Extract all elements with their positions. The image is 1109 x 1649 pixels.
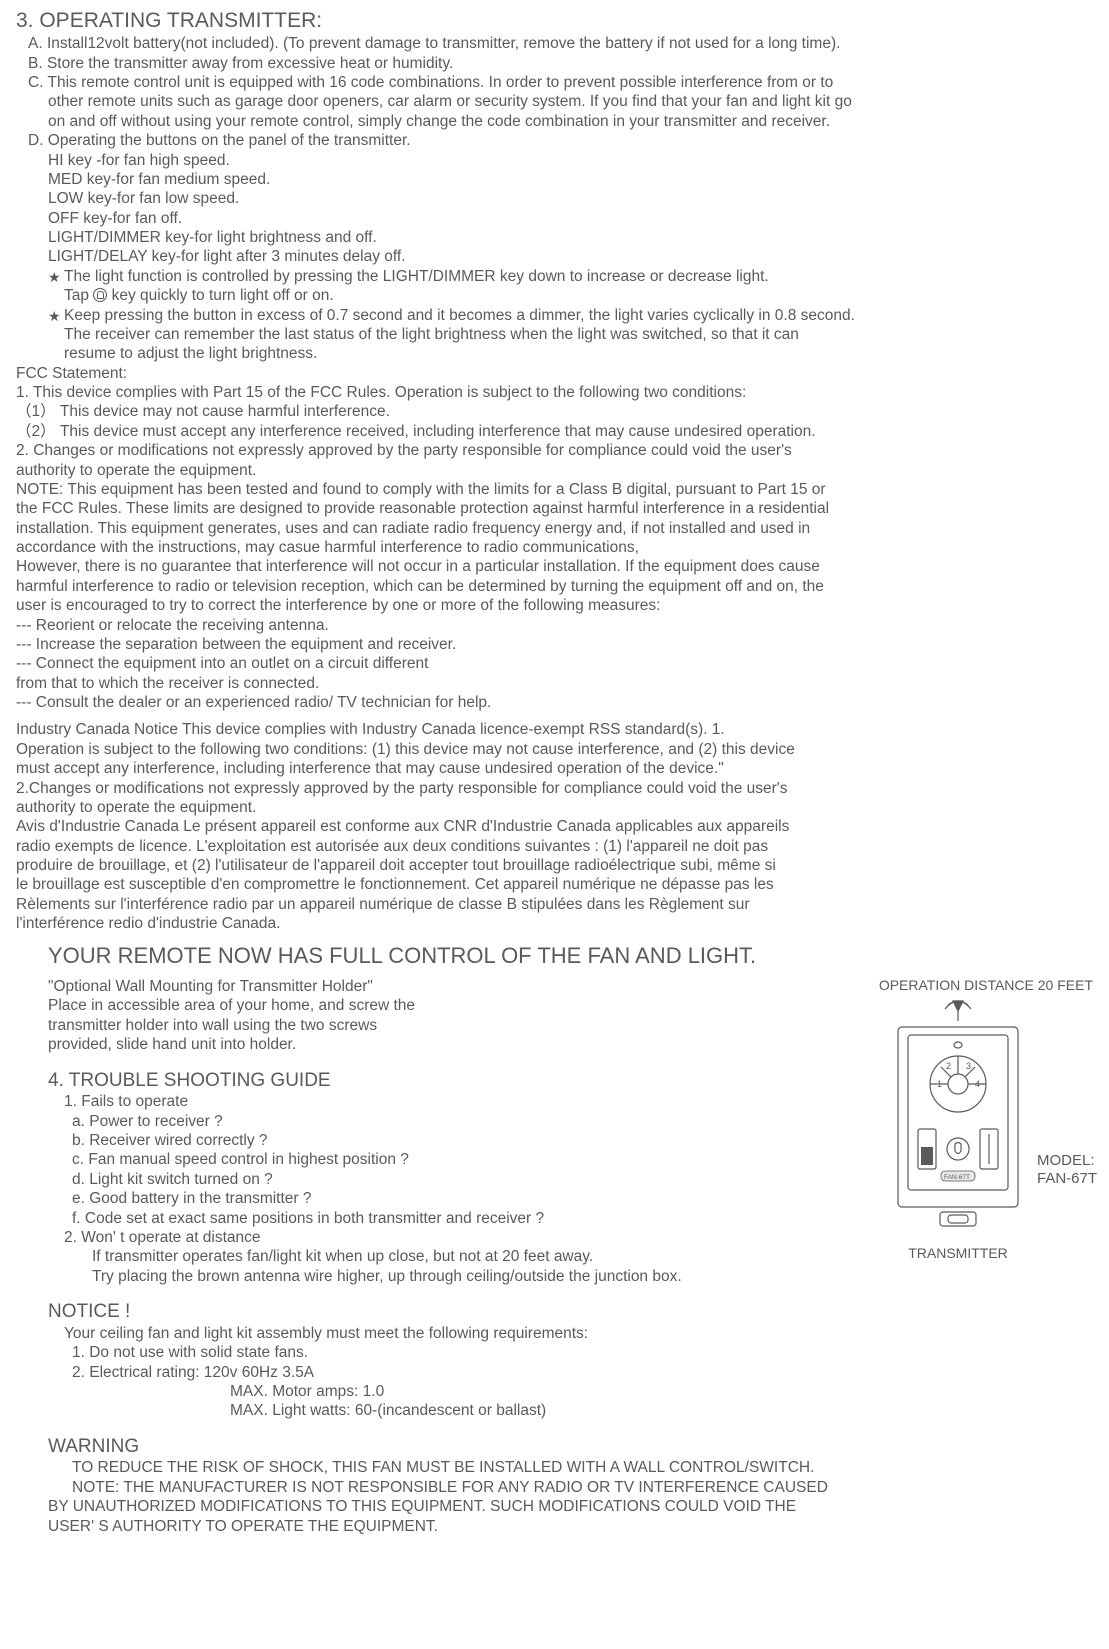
ic-l4: 2.Changes or modifications not expressly… <box>16 779 1093 798</box>
ts-2b: Try placing the brown antenna wire highe… <box>16 1267 803 1286</box>
full-control-headline: YOUR REMOTE NOW HAS FULL CONTROL OF THE … <box>16 942 1093 970</box>
fcc-m4: from that to which the receiver is conne… <box>16 674 1093 693</box>
ts-f: f. Code set at exact same positions in b… <box>16 1209 803 1228</box>
ic-f4: le brouillage est susceptible d'en compr… <box>16 875 1093 894</box>
wall-mount-l2: Place in accessible area of your home, a… <box>16 996 803 1015</box>
ic-f6: l'interférence redio d'industrie Canada. <box>16 914 1093 933</box>
fcc-note1: NOTE: This equipment has been tested and… <box>16 480 1093 499</box>
fcc-cond1: （1） This device may not cause harmful in… <box>16 402 1093 421</box>
fcc-1: 1. This device complies with Part 15 of … <box>16 383 1093 402</box>
operation-distance: OPERATION DISTANCE 20 FEET <box>823 977 1093 995</box>
ts-b: b. Receiver wired correctly ? <box>16 1131 803 1150</box>
wall-mount-l4: provided, slide hand unit into holder. <box>16 1035 803 1054</box>
star-line-1: The light function is controlled by pres… <box>16 267 1093 286</box>
sec3-c-l1: C. This remote control unit is equipped … <box>16 73 1093 92</box>
model-label: MODEL: FAN-67T <box>1037 1152 1097 1188</box>
sec3-a: A. Install12volt battery(not included). … <box>16 34 1093 53</box>
key-dimmer: LIGHT/DIMMER key-for light brightness an… <box>16 228 1093 247</box>
key-off: OFF key-for fan off. <box>16 209 1093 228</box>
ts-d: d. Light kit switch turned on ? <box>16 1170 803 1189</box>
transmitter-diagram: 1 2 3 4 <box>873 999 1043 1239</box>
key-hi: HI key -for fan high speed. <box>16 151 1093 170</box>
fcc-note5: However, there is no guarantee that inte… <box>16 557 1093 576</box>
fcc-m3: --- Connect the equipment into an outlet… <box>16 654 1093 673</box>
ic-f1: Avis d'Industrie Canada Le présent appar… <box>16 817 1093 836</box>
ts-1: 1. Fails to operate <box>16 1092 803 1111</box>
svg-text:3: 3 <box>966 1061 971 1071</box>
warn-l4: USER' S AUTHORITY TO OPERATE THE EQUIPME… <box>16 1517 1093 1536</box>
ic-f5: Rèlements sur l'interférence radio par u… <box>16 895 1093 914</box>
sec3-b: B. Store the transmitter away from exces… <box>16 54 1093 73</box>
notice-l4: MAX. Light watts: 60-(incandescent or ba… <box>16 1401 1093 1420</box>
fcc-cond2: （2） This device must accept any interfer… <box>16 422 1093 441</box>
star-icon: ★ <box>48 269 61 287</box>
ic-f2: radio exempts de licence. L'exploitation… <box>16 837 1093 856</box>
troubleshoot-title: 4. TROUBLE SHOOTING GUIDE <box>16 1069 803 1093</box>
transmitter-caption: TRANSMITTER <box>823 1245 1093 1263</box>
notice-l3: MAX. Motor amps: 1.0 <box>16 1382 1093 1401</box>
tap-text-b: key quickly to turn light off or on. <box>112 287 334 304</box>
sec3-c-l3: on and off without using your remote con… <box>16 112 1093 131</box>
sec3-d-title: D. Operating the buttons on the panel of… <box>16 131 1093 150</box>
ts-2a: If transmitter operates fan/light kit wh… <box>16 1247 803 1266</box>
star-icon: ★ <box>48 308 61 326</box>
fcc-2a: 2. Changes or modifications not expressl… <box>16 441 1093 460</box>
fcc-note7: user is encouraged to try to correct the… <box>16 596 1093 615</box>
warn-l2: NOTE: THE MANUFACTURER IS NOT RESPONSIBL… <box>16 1478 1093 1497</box>
wall-mount-l1: "Optional Wall Mounting for Transmitter … <box>16 977 803 996</box>
wall-mount-l3: transmitter holder into wall using the t… <box>16 1016 803 1035</box>
key-delay: LIGHT/DELAY key-for light after 3 minute… <box>16 247 1093 266</box>
notice-title: NOTICE ! <box>16 1300 1093 1324</box>
ts-a: a. Power to receiver ? <box>16 1112 803 1131</box>
warning-title: WARNING <box>16 1435 1093 1459</box>
ic-l2: Operation is subject to the following tw… <box>16 740 1093 759</box>
star-line-5: resume to adjust the light brightness. <box>16 344 1093 363</box>
fcc-note6: harmful interference to radio or televis… <box>16 577 1093 596</box>
key-low: LOW key-for fan low speed. <box>16 189 1093 208</box>
ts-2: 2. Won' t operate at distance <box>16 1228 803 1247</box>
ts-e: e. Good battery in the transmitter ? <box>16 1189 803 1208</box>
fcc-note3: installation. This equipment generates, … <box>16 519 1093 538</box>
tap-text-a: Tap <box>64 287 93 304</box>
fcc-m1: --- Reorient or relocate the receiving a… <box>16 616 1093 635</box>
ic-f3: produire de brouillage, et (2) l'utilisa… <box>16 856 1093 875</box>
notice-l0: Your ceiling fan and light kit assembly … <box>16 1324 1093 1343</box>
ic-l5: authority to operate the equipment. <box>16 798 1093 817</box>
notice-l1: 1. Do not use with solid state fans. <box>16 1343 1093 1362</box>
star-line-3: Keep pressing the button in excess of 0.… <box>16 306 1093 325</box>
sec3-c-l2: other remote units such as garage door o… <box>16 92 1093 111</box>
svg-text:FAN-67T: FAN-67T <box>944 1174 970 1181</box>
star-line-4: The receiver can remember the last statu… <box>16 325 1093 344</box>
ic-l1: Industry Canada Notice This device compl… <box>16 720 1093 739</box>
fcc-2b: authority to operate the equipment. <box>16 461 1093 480</box>
warn-l1: TO REDUCE THE RISK OF SHOCK, THIS FAN MU… <box>16 1458 1093 1477</box>
section-3-title: 3. OPERATING TRANSMITTER: <box>16 8 1093 34</box>
svg-text:2: 2 <box>946 1061 951 1071</box>
fcc-note2: the FCC Rules. These limits are designed… <box>16 499 1093 518</box>
notice-l2: 2. Electrical rating: 120v 60Hz 3.5A <box>16 1363 1093 1382</box>
star-line-2: Tap key quickly to turn light off or on. <box>16 286 1093 305</box>
fcc-m2: --- Increase the separation between the … <box>16 635 1093 654</box>
lightbulb-icon <box>93 288 107 302</box>
fcc-note4: accordance with the instructions, may ca… <box>16 538 1093 557</box>
fcc-m5: --- Consult the dealer or an experienced… <box>16 693 1093 712</box>
ts-c: c. Fan manual speed control in highest p… <box>16 1150 803 1169</box>
fcc-title: FCC Statement: <box>16 364 1093 383</box>
key-med: MED key-for fan medium speed. <box>16 170 1093 189</box>
warn-l3: BY UNAUTHORIZED MODIFICATIONS TO THIS EQ… <box>16 1497 1093 1516</box>
ic-l3: must accept any interference, including … <box>16 759 1093 778</box>
